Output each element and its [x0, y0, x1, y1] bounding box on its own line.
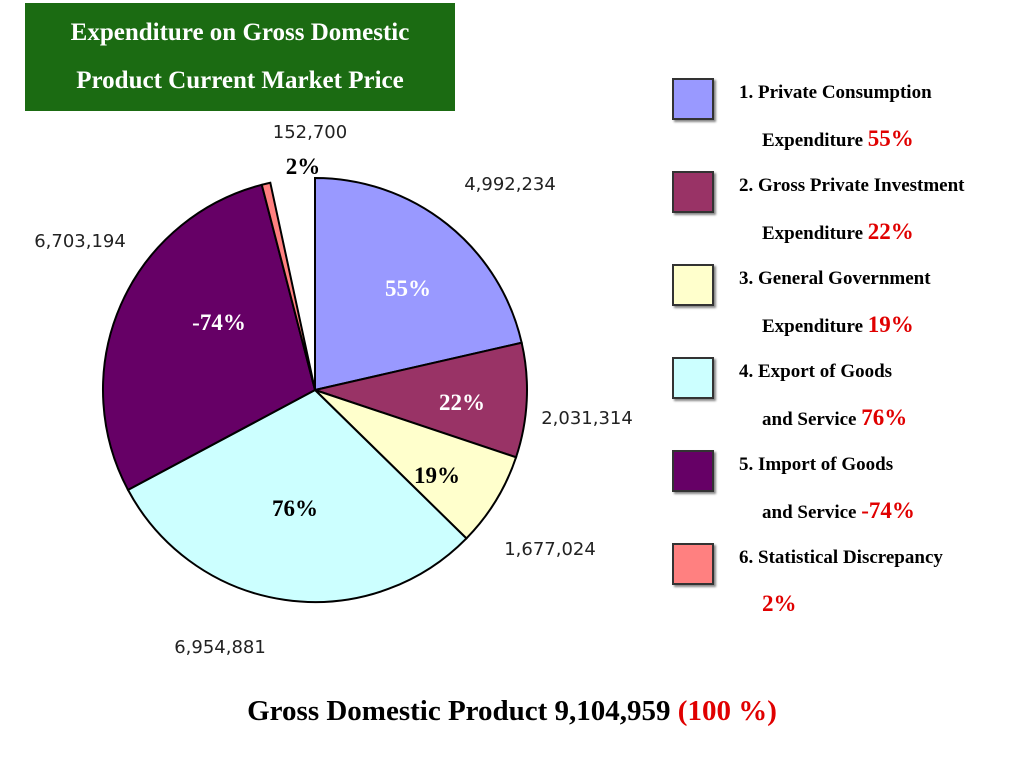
legend-sublabel: Expenditure — [762, 130, 864, 151]
legend-label: 1. Private Consumption — [739, 82, 932, 103]
legend-label: 6. Statistical Discrepancy — [739, 547, 943, 568]
legend-pct: 76% — [861, 405, 908, 430]
pie-slice-5 — [102, 183, 317, 492]
gdp-total-text: Gross Domestic Product 9,104,959 — [247, 695, 671, 727]
slice-pct-label: 55% — [385, 276, 431, 301]
legend-label: 2. Gross Private Investment — [739, 175, 965, 196]
legend-sublabel: Expenditure — [762, 223, 864, 244]
legend-label: 4. Export of Goods — [739, 361, 893, 382]
legend-pct: 55% — [867, 126, 914, 151]
slice-value-label: 1,677,024 — [504, 539, 596, 560]
legend-sublabel: Expenditure — [762, 316, 864, 337]
slice-pct-label: -74% — [192, 310, 246, 335]
chart-title: Expenditure on Gross Domestic Product Cu… — [25, 3, 455, 111]
legend-swatch — [672, 171, 714, 213]
legend-item-import: 5. Import of Goods and Service -74% — [670, 448, 1020, 541]
legend-pct: -74% — [861, 498, 915, 523]
slice-pct-label: 22% — [439, 390, 485, 415]
slice-pct-label: 76% — [272, 496, 318, 521]
slice-value-label: 152,700 — [273, 122, 347, 143]
legend-pct: 2% — [762, 591, 797, 616]
legend-sublabel: and Service — [762, 409, 857, 430]
legend-item-private-consumption: 1. Private Consumption Expenditure 55% — [670, 76, 1020, 169]
legend-swatch — [672, 264, 714, 306]
slice-pct-label: 19% — [414, 463, 460, 488]
legend-swatch — [672, 543, 714, 585]
legend-swatch — [672, 357, 714, 399]
slice-value-label: 6,954,881 — [174, 637, 266, 658]
gdp-total-pct: (100 %) — [677, 695, 777, 727]
pie-slice-4 — [126, 388, 468, 603]
legend-pct: 22% — [867, 219, 914, 244]
pie-slice-6 — [260, 181, 316, 391]
slice-pct-label: 2% — [286, 154, 321, 179]
legend-item-gross-private-investment: 2. Gross Private Investment Expenditure … — [670, 169, 1020, 262]
legend-sublabel: and Service — [762, 502, 857, 523]
legend-swatch — [672, 78, 714, 120]
legend-label: 5. Import of Goods — [739, 454, 894, 475]
pie-slice-2 — [311, 341, 528, 459]
slice-value-label: 4,992,234 — [464, 174, 556, 195]
pie-slice-1 — [314, 176, 523, 392]
legend-item-general-government: 3. General Government Expenditure 19% — [670, 262, 1020, 355]
chart-title-line2: Product Current Market Price — [76, 67, 404, 94]
legend-pct: 19% — [867, 312, 914, 337]
slice-value-label: 6,703,194 — [34, 231, 126, 252]
slice-value-label: 2,031,314 — [541, 408, 633, 429]
legend-item-export: 4. Export of Goods and Service 76% — [670, 355, 1020, 448]
gdp-total: Gross Domestic Product 9,104,959 (100 %) — [0, 695, 1024, 728]
chart-title-line1: Expenditure on Gross Domestic — [70, 19, 410, 46]
legend-swatch — [672, 450, 714, 492]
legend: 1. Private Consumption Expenditure 55% 2… — [670, 76, 1020, 634]
legend-item-statistical-discrepancy: 6. Statistical Discrepancy 2% — [670, 541, 1020, 634]
legend-label: 3. General Government — [739, 268, 931, 289]
